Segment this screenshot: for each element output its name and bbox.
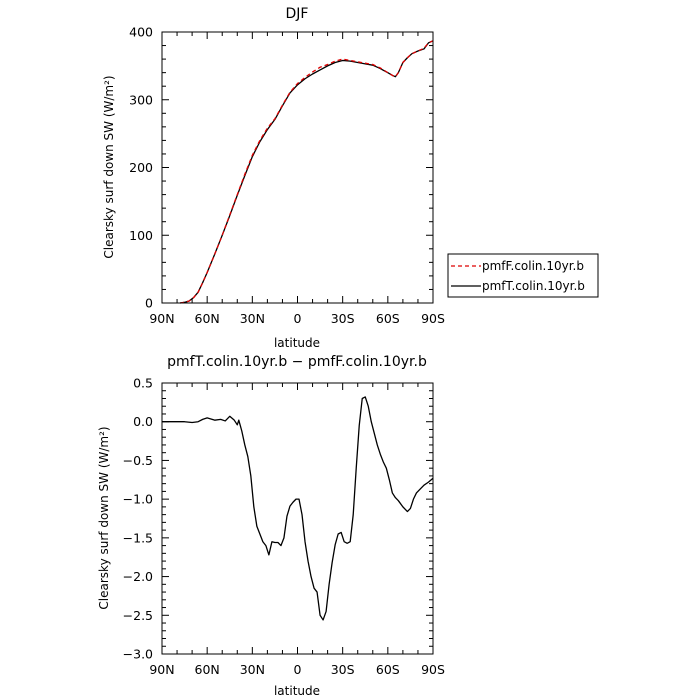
y-tick-label: −0.5 [123,453,153,468]
top-plot-frame [161,31,434,304]
x-tick-label: 30N [240,662,265,677]
y-tick-label: 300 [129,92,153,107]
bottom-y-axis-label: Clearsky surf down SW (W/m²) [97,426,111,609]
top-x-ticks: 90N 60N 30N 0 30S 60S 90S [149,32,445,326]
legend-box [447,253,599,298]
bottom-plot-frame [161,382,434,655]
legend: pmfF.colin.10yr.b pmfT.colin.10yr.b [447,253,599,298]
y-tick-label: −2.5 [123,608,153,623]
x-tick-label: 0 [294,662,302,677]
legend-label-pmfT: pmfT.colin.10yr.b [482,279,585,293]
top-panel: DJF 90N 60N 30N 0 30S 60S 90S 0 100 200 300 400 la… [102,6,599,350]
top-series-line-1 [179,40,434,304]
y-tick-label: 0.5 [133,376,153,391]
legend-label-pmfF: pmfF.colin.10yr.b [482,259,584,273]
x-tick-label: 60S [376,662,400,677]
bottom-y-ticks: 0.5 0.0 −0.5 −1.0 −1.5 −2.0 −2.5 −3.0 [123,376,433,662]
y-tick-label: 0.0 [133,414,153,429]
y-tick-label: 400 [129,25,153,40]
bot-series-line-0 [162,396,434,621]
top-series-group [179,40,434,304]
top-y-axis-label: Clearsky surf down SW (W/m²) [102,75,116,258]
bottom-x-ticks: 90N 60N 30N 0 30S 60S 90S [149,383,445,677]
bottom-series-group [162,396,434,621]
bottom-title: pmfT.colin.10yr.b − pmfF.colin.10yr.b [167,354,427,370]
y-tick-label: 0 [145,296,153,311]
x-tick-label: 90S [421,662,445,677]
y-tick-label: −1.0 [123,492,153,507]
x-tick-label: 30N [240,311,265,326]
x-tick-label: 60N [195,311,220,326]
top-x-axis-label: latitude [274,336,320,350]
x-tick-label: 90N [149,662,174,677]
y-tick-label: 100 [129,228,153,243]
y-tick-label: 200 [129,160,153,175]
x-tick-label: 30S [331,662,355,677]
x-tick-label: 0 [294,311,302,326]
top-series-line-0 [179,40,434,304]
y-tick-label: −3.0 [123,647,153,662]
y-tick-label: −2.0 [123,569,153,584]
top-title: DJF [286,6,309,22]
x-tick-label: 30S [331,311,355,326]
top-y-ticks: 0 100 200 300 400 [129,25,433,311]
x-tick-label: 90N [149,311,174,326]
bottom-panel: pmfT.colin.10yr.b − pmfF.colin.10yr.b 90… [97,354,445,698]
y-tick-label: −1.5 [123,530,153,545]
x-tick-label: 60S [376,311,400,326]
x-tick-label: 90S [421,311,445,326]
bottom-x-axis-label: latitude [274,684,320,698]
x-tick-label: 60N [195,662,220,677]
